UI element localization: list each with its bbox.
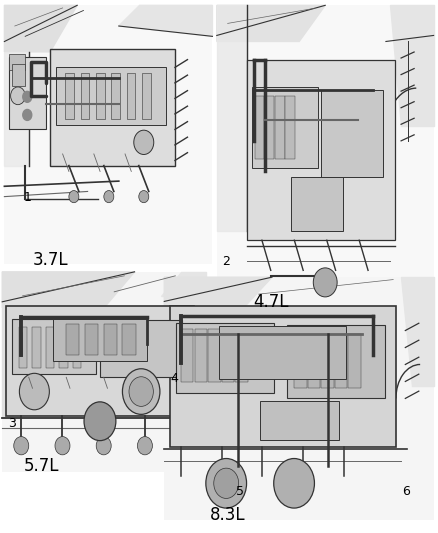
Bar bbox=[53, 319, 147, 361]
Text: 2: 2 bbox=[223, 255, 230, 268]
Circle shape bbox=[104, 191, 114, 203]
Text: 4.7L: 4.7L bbox=[253, 293, 289, 311]
Text: 8.3L: 8.3L bbox=[210, 506, 246, 524]
Bar bbox=[9, 54, 25, 70]
Circle shape bbox=[214, 468, 239, 498]
Bar bbox=[57, 67, 166, 125]
Bar bbox=[260, 400, 339, 440]
Bar bbox=[217, 5, 434, 306]
Polygon shape bbox=[2, 272, 134, 308]
Circle shape bbox=[138, 437, 152, 455]
Circle shape bbox=[23, 109, 32, 120]
Polygon shape bbox=[217, 5, 325, 42]
Polygon shape bbox=[401, 277, 434, 386]
Bar bbox=[66, 325, 79, 356]
Circle shape bbox=[55, 437, 70, 455]
Bar bbox=[59, 327, 67, 368]
Bar bbox=[208, 329, 221, 382]
Polygon shape bbox=[161, 272, 206, 296]
Bar bbox=[335, 334, 347, 388]
Bar bbox=[81, 72, 89, 119]
Circle shape bbox=[134, 130, 154, 155]
Bar bbox=[96, 72, 105, 119]
Circle shape bbox=[123, 369, 160, 414]
Bar bbox=[254, 96, 264, 159]
Text: 5.7L: 5.7L bbox=[24, 457, 60, 475]
Bar bbox=[85, 325, 98, 356]
Bar bbox=[9, 57, 46, 130]
Polygon shape bbox=[217, 5, 247, 231]
Text: 1: 1 bbox=[24, 191, 32, 204]
Bar bbox=[73, 327, 81, 368]
Bar bbox=[6, 306, 194, 416]
Circle shape bbox=[274, 458, 314, 508]
Bar bbox=[275, 96, 285, 159]
Circle shape bbox=[129, 377, 153, 406]
Bar bbox=[294, 334, 307, 388]
Bar bbox=[100, 320, 182, 377]
Bar bbox=[251, 87, 318, 168]
Bar bbox=[194, 329, 207, 382]
Circle shape bbox=[19, 373, 49, 410]
Bar bbox=[111, 72, 120, 119]
Bar bbox=[65, 72, 74, 119]
Bar bbox=[19, 327, 27, 368]
Bar bbox=[177, 323, 274, 393]
Bar bbox=[235, 329, 248, 382]
Bar bbox=[265, 96, 275, 159]
Text: 5: 5 bbox=[236, 485, 244, 498]
Circle shape bbox=[139, 191, 149, 203]
Text: 3: 3 bbox=[8, 417, 16, 430]
Bar bbox=[12, 64, 25, 86]
Polygon shape bbox=[4, 5, 77, 52]
Bar bbox=[170, 306, 396, 447]
Bar bbox=[287, 325, 385, 398]
Bar bbox=[291, 177, 343, 231]
Circle shape bbox=[23, 91, 32, 102]
Text: 6: 6 bbox=[402, 485, 410, 498]
Bar bbox=[222, 329, 234, 382]
Bar bbox=[348, 334, 361, 388]
Circle shape bbox=[206, 458, 247, 508]
Bar bbox=[50, 49, 175, 166]
Circle shape bbox=[96, 437, 111, 455]
Text: 3.7L: 3.7L bbox=[33, 251, 68, 269]
Polygon shape bbox=[390, 5, 434, 126]
Bar bbox=[104, 325, 117, 356]
Bar bbox=[164, 277, 434, 520]
Bar bbox=[32, 327, 41, 368]
Polygon shape bbox=[4, 52, 29, 166]
Polygon shape bbox=[119, 5, 212, 36]
Circle shape bbox=[313, 268, 337, 297]
Text: 4: 4 bbox=[170, 372, 178, 385]
Bar bbox=[181, 329, 194, 382]
Bar bbox=[123, 325, 135, 356]
Polygon shape bbox=[164, 277, 272, 306]
Bar bbox=[127, 72, 135, 119]
Circle shape bbox=[69, 191, 79, 203]
Bar bbox=[219, 326, 346, 379]
Bar bbox=[286, 96, 295, 159]
Bar bbox=[321, 334, 334, 388]
Bar bbox=[4, 5, 212, 264]
Circle shape bbox=[84, 402, 116, 441]
Bar bbox=[12, 319, 96, 374]
Bar bbox=[247, 60, 395, 240]
Polygon shape bbox=[2, 308, 12, 418]
Bar bbox=[142, 72, 151, 119]
Circle shape bbox=[11, 87, 25, 104]
Bar bbox=[307, 334, 320, 388]
Bar bbox=[321, 90, 383, 177]
Bar bbox=[46, 327, 54, 368]
Bar bbox=[2, 272, 206, 472]
Circle shape bbox=[14, 437, 29, 455]
